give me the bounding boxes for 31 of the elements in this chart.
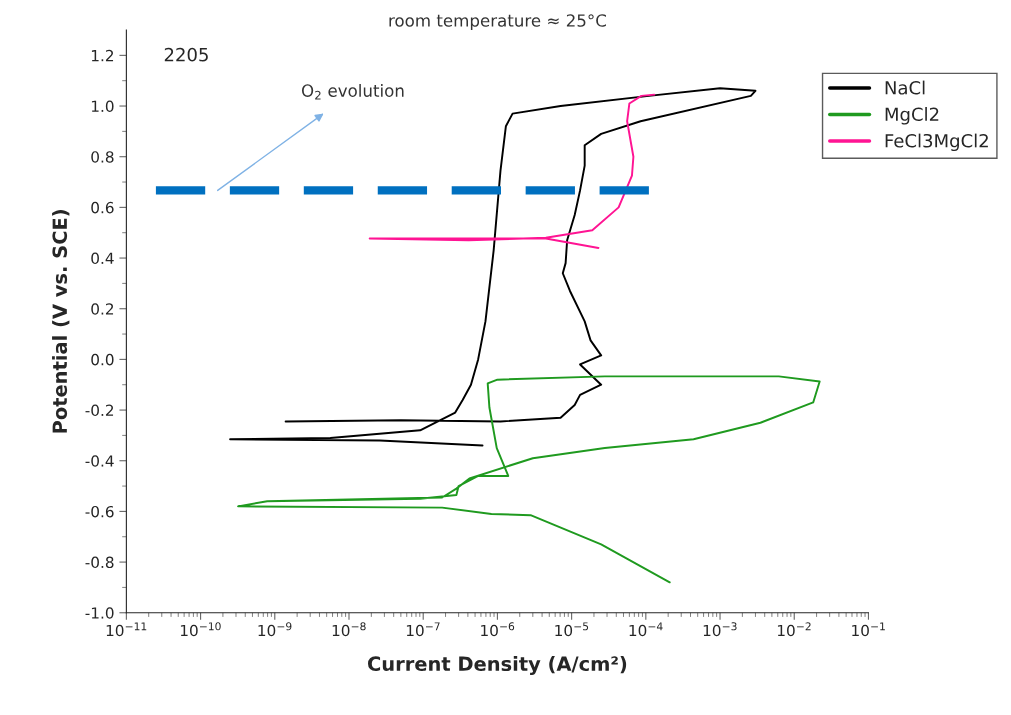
legend-label: MgCl2 <box>885 107 939 125</box>
x-tick-label: 10$^{−9}$ <box>258 622 292 637</box>
x-tick-label: 10$^{−10}$ <box>180 622 221 637</box>
y-tick-label: -0.8 <box>85 556 114 569</box>
x-tick-label: 10$^{−1}$ <box>852 622 885 637</box>
annotation: 2205 <box>164 47 208 62</box>
x-tick-label: 10$^{−11}$ <box>106 622 147 637</box>
y-tick-label: -0.4 <box>85 455 114 467</box>
x-axis-title: Current Density (A/cm²) <box>368 656 627 675</box>
y-tick-label: 1.2 <box>91 49 114 62</box>
y-tick-label: -1.0 <box>85 607 114 619</box>
x-tick-label: 10$^{−2}$ <box>777 622 811 637</box>
x-tick-label: 10$^{−8}$ <box>332 622 366 637</box>
y-tick-label: 0.2 <box>91 303 114 315</box>
x-tick-label: 10$^{−4}$ <box>629 622 663 637</box>
x-tick-label: 10$^{−3}$ <box>703 622 737 637</box>
y-tick-label: 0.4 <box>91 252 114 265</box>
x-tick-label: 10$^{−6}$ <box>481 622 515 637</box>
chart-title: room temperature ≈ 25°C <box>389 14 606 31</box>
y-tick-label: -0.2 <box>85 404 114 417</box>
x-tick-label: 10$^{−7}$ <box>406 622 440 637</box>
y-tick-label: 0.0 <box>91 353 114 366</box>
y-tick-label: 1.0 <box>91 100 114 113</box>
x-tick-label: 10$^{−5}$ <box>555 622 589 637</box>
y-tick-label: -0.6 <box>85 505 114 518</box>
y-tick-label: 0.8 <box>91 151 114 163</box>
legend-label: FeCl3MgCl2 <box>885 133 988 152</box>
legend-label: NaCl <box>885 80 925 95</box>
annotation: O$_{2}$ evolution <box>301 84 404 100</box>
y-tick-label: 0.6 <box>91 201 114 214</box>
y-axis-title: Potential (V vs. SCE) <box>52 210 70 433</box>
